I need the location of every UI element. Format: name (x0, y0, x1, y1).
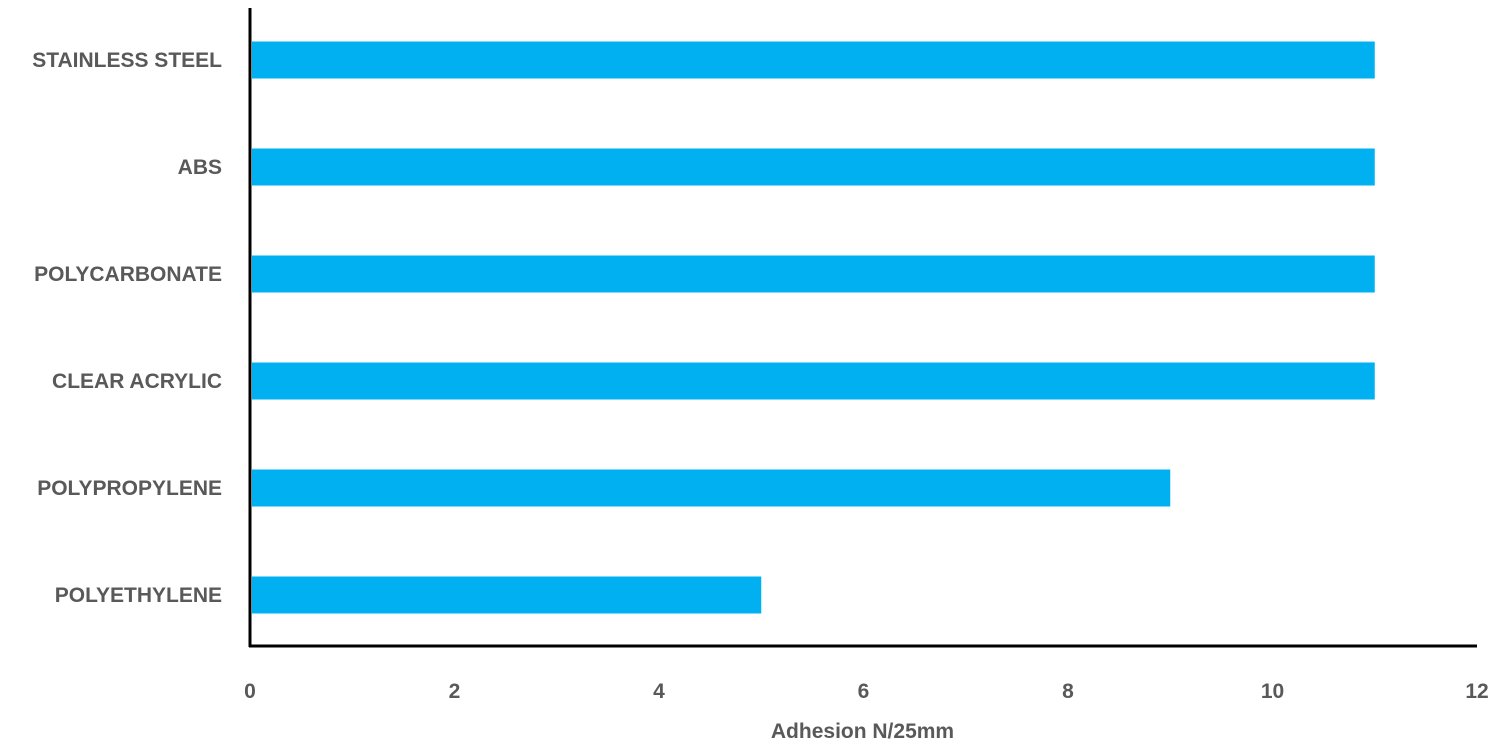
category-labels: STAINLESS STEEL ABS POLYCARBONATE CLEAR ACR… (32, 49, 222, 607)
bar-stainless-steel (252, 41, 1375, 79)
bar-polypropylene (252, 469, 1171, 507)
x-tick-label: 0 (244, 680, 256, 703)
x-tick-label: 2 (449, 680, 461, 703)
x-tick-label: 10 (1261, 680, 1284, 703)
bar-abs (252, 148, 1375, 186)
bar-clear-acrylic (252, 362, 1375, 400)
category-label-polypropylene: POLYPROPYLENE (37, 477, 222, 500)
x-tick-labels: 0 2 4 6 8 10 12 (244, 680, 1489, 703)
x-tick-label: 12 (1465, 680, 1488, 703)
bar-polycarbonate (252, 255, 1375, 293)
bars-group (252, 41, 1375, 614)
category-label-stainless-steel: STAINLESS STEEL (32, 49, 222, 72)
x-tick-label: 6 (858, 680, 870, 703)
x-tick-label: 4 (653, 680, 665, 703)
category-label-clear-acrylic: CLEAR ACRYLIC (52, 370, 222, 393)
category-label-polycarbonate: POLYCARBONATE (34, 263, 222, 286)
category-label-abs: ABS (178, 156, 222, 179)
x-axis-title: Adhesion N/25mm (771, 720, 954, 743)
x-tick-label: 8 (1062, 680, 1074, 703)
category-label-polyethylene: POLYETHYLENE (55, 584, 222, 607)
bar-polyethylene (252, 576, 762, 614)
